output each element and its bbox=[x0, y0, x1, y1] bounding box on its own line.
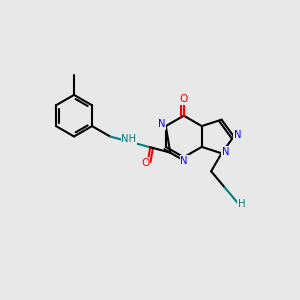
Text: N: N bbox=[158, 119, 165, 129]
Text: N: N bbox=[181, 156, 188, 166]
Text: O: O bbox=[180, 94, 188, 104]
Text: N: N bbox=[222, 147, 230, 157]
Text: NH: NH bbox=[122, 134, 136, 144]
Text: O: O bbox=[141, 158, 150, 168]
Text: N: N bbox=[234, 130, 242, 140]
Text: H: H bbox=[238, 199, 246, 209]
